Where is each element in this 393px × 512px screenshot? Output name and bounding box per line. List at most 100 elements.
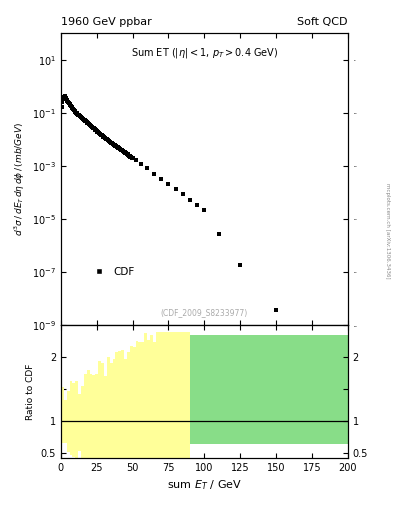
- Point: [125, 151, 132, 159]
- Point: [123, 150, 129, 158]
- Point: [87, 121, 94, 130]
- Point: [67, 101, 73, 109]
- Point: [194, 201, 200, 209]
- Point: [86, 120, 93, 129]
- Point: [80, 115, 86, 123]
- Y-axis label: Ratio to CDF: Ratio to CDF: [26, 364, 35, 420]
- Point: [151, 169, 157, 178]
- Point: [121, 148, 128, 157]
- Point: [61, 93, 67, 101]
- Point: [73, 109, 80, 117]
- Y-axis label: $d^3\sigma\,/\,dE_T\,d\eta\,d\phi\,/\,(mb/GeV)$: $d^3\sigma\,/\,dE_T\,d\eta\,d\phi\,/\,(m…: [12, 122, 26, 237]
- Point: [129, 154, 135, 162]
- Point: [128, 153, 134, 161]
- Point: [92, 125, 99, 134]
- Point: [79, 114, 85, 122]
- Point: [97, 130, 103, 138]
- Point: [101, 134, 108, 142]
- Point: [122, 149, 129, 157]
- Point: [74, 110, 81, 118]
- Point: [82, 117, 88, 125]
- Point: [64, 95, 70, 103]
- X-axis label: sum $E_T$ / GeV: sum $E_T$ / GeV: [167, 479, 242, 493]
- Point: [97, 130, 103, 138]
- Point: [120, 147, 127, 156]
- Point: [59, 102, 65, 111]
- Point: [165, 180, 172, 188]
- Point: [180, 190, 186, 199]
- Point: [103, 135, 109, 143]
- Point: [106, 137, 112, 145]
- Point: [78, 113, 84, 121]
- Point: [90, 124, 96, 132]
- Text: 1960 GeV ppbar: 1960 GeV ppbar: [61, 16, 152, 27]
- Point: [99, 132, 106, 140]
- Point: [124, 150, 130, 158]
- Point: [127, 152, 133, 160]
- Point: [144, 164, 150, 173]
- Point: [102, 134, 108, 142]
- Point: [94, 127, 100, 135]
- Point: [95, 128, 101, 136]
- Point: [68, 102, 74, 110]
- Point: [64, 96, 70, 104]
- Point: [237, 261, 243, 269]
- Point: [88, 122, 94, 130]
- Point: [86, 120, 92, 128]
- Point: [59, 98, 66, 106]
- Point: [138, 160, 144, 168]
- Point: [117, 145, 123, 154]
- Point: [72, 108, 79, 116]
- Point: [107, 137, 113, 145]
- Point: [116, 144, 122, 153]
- Point: [125, 151, 131, 159]
- Point: [109, 139, 116, 147]
- Point: [114, 143, 120, 151]
- Point: [104, 135, 110, 143]
- Point: [62, 93, 68, 101]
- Point: [111, 140, 117, 148]
- Point: [76, 112, 83, 120]
- Point: [113, 142, 119, 151]
- Point: [84, 119, 91, 127]
- Point: [98, 131, 104, 139]
- Point: [65, 97, 71, 105]
- Text: (CDF_2009_S8233977): (CDF_2009_S8233977): [161, 308, 248, 317]
- Point: [92, 125, 98, 133]
- Point: [118, 146, 124, 154]
- Point: [119, 147, 126, 155]
- Point: [68, 103, 75, 111]
- Point: [94, 127, 101, 136]
- Point: [89, 123, 95, 131]
- Point: [121, 148, 127, 156]
- Point: [127, 153, 134, 161]
- Text: Sum ET ($|\eta| < 1$, $p_T > 0.4$ GeV): Sum ET ($|\eta| < 1$, $p_T > 0.4$ GeV): [130, 47, 278, 60]
- Point: [100, 133, 107, 141]
- Point: [117, 145, 123, 153]
- Point: [77, 112, 83, 120]
- Point: [107, 138, 114, 146]
- Point: [71, 106, 77, 114]
- Point: [63, 94, 69, 102]
- Point: [187, 196, 193, 204]
- Point: [108, 138, 114, 146]
- Point: [105, 136, 111, 144]
- Point: [119, 146, 125, 155]
- Point: [83, 117, 89, 125]
- Point: [81, 116, 88, 124]
- Point: [109, 139, 115, 147]
- Point: [69, 104, 75, 112]
- Text: Soft QCD: Soft QCD: [298, 16, 348, 27]
- Point: [70, 105, 76, 113]
- Point: [132, 156, 139, 164]
- Point: [173, 185, 179, 194]
- Point: [73, 109, 79, 117]
- Point: [93, 126, 99, 135]
- Point: [158, 175, 165, 183]
- Point: [126, 152, 132, 160]
- Point: [112, 141, 118, 149]
- Point: [130, 154, 136, 162]
- Point: [66, 99, 73, 108]
- Point: [79, 114, 86, 122]
- Point: [60, 95, 66, 103]
